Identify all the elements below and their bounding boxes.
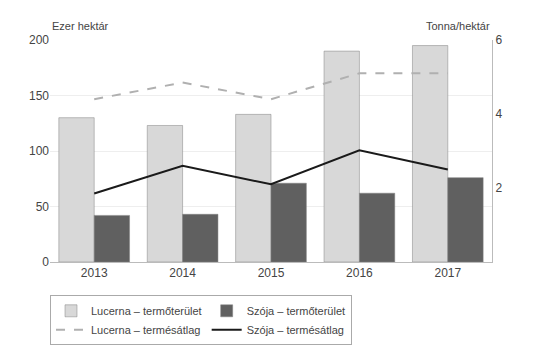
svg-text:Szója – termésátlag: Szója – termésátlag bbox=[247, 324, 344, 336]
svg-text:0: 0 bbox=[42, 255, 49, 269]
svg-text:2015: 2015 bbox=[258, 266, 285, 280]
svg-text:Lucerna – termőterület: Lucerna – termőterület bbox=[91, 305, 202, 317]
svg-text:150: 150 bbox=[29, 89, 49, 103]
svg-text:6: 6 bbox=[495, 33, 502, 47]
svg-text:Lucerna – termésátlag: Lucerna – termésátlag bbox=[91, 324, 200, 336]
svg-text:50: 50 bbox=[36, 200, 50, 214]
svg-text:Ezer hektár: Ezer hektár bbox=[52, 20, 109, 32]
svg-text:Szója – termőterület: Szója – termőterület bbox=[247, 305, 345, 317]
svg-text:Tonna/hektár: Tonna/hektár bbox=[426, 20, 490, 32]
svg-text:2: 2 bbox=[495, 181, 502, 195]
svg-text:2016: 2016 bbox=[346, 266, 373, 280]
svg-text:2013: 2013 bbox=[81, 266, 108, 280]
svg-text:2017: 2017 bbox=[434, 266, 461, 280]
svg-text:2014: 2014 bbox=[169, 266, 196, 280]
svg-text:100: 100 bbox=[29, 144, 49, 158]
svg-text:4: 4 bbox=[495, 107, 502, 121]
svg-text:200: 200 bbox=[29, 33, 49, 47]
